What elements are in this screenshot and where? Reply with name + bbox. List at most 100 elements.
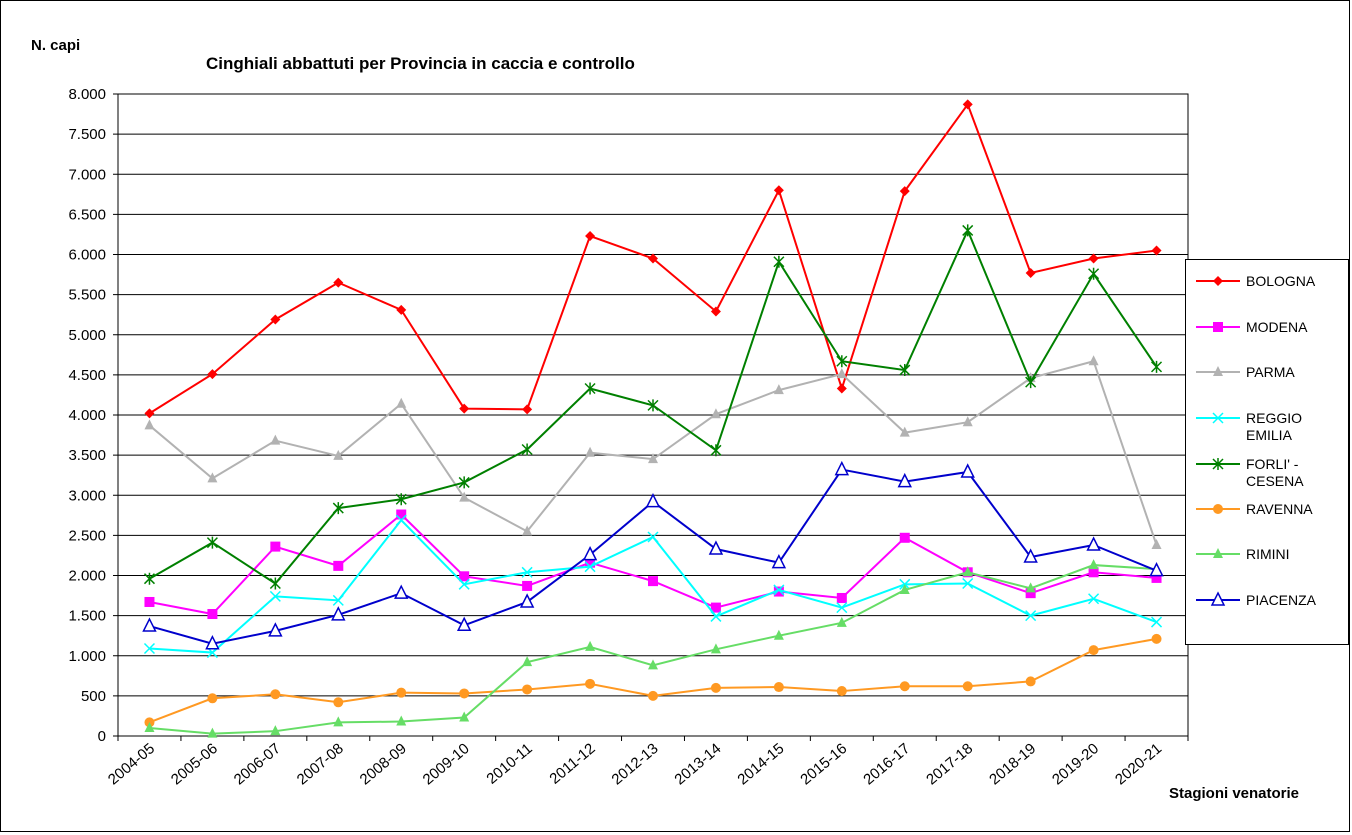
- legend-label: BOLOGNA: [1246, 273, 1316, 289]
- data-point-reggio-emilia: [710, 610, 722, 622]
- legend-item-parma: PARMA: [1186, 359, 1346, 399]
- data-point-reggio-emilia: [773, 584, 785, 596]
- data-point-modena: [1088, 567, 1099, 578]
- legend-marker: [1213, 322, 1223, 332]
- data-point-parma: [1088, 355, 1099, 366]
- data-point-bologna: [836, 383, 847, 394]
- legend-item-ravenna: RAVENNA: [1186, 496, 1346, 536]
- data-point-ravenna: [396, 687, 407, 698]
- data-point-ravenna: [710, 682, 721, 693]
- data-point-rimini: [710, 643, 721, 654]
- legend-label: MODENA: [1246, 319, 1308, 335]
- y-tick-label: 1.000: [68, 648, 106, 665]
- data-point-reggio-emilia: [1150, 616, 1163, 628]
- data-point-parma: [773, 384, 784, 395]
- data-point-modena: [207, 609, 218, 620]
- x-tick-label: 2006-07: [231, 740, 284, 788]
- data-point-forli-cesena: [773, 255, 785, 268]
- y-tick-label: 4.000: [68, 407, 106, 424]
- legend-swatch: [1196, 458, 1240, 470]
- y-tick-label: 1.500: [68, 608, 106, 625]
- legend-marker: [1213, 548, 1223, 558]
- data-point-modena: [396, 509, 407, 520]
- data-point-parma: [585, 446, 596, 457]
- data-point-reggio-emilia: [647, 531, 659, 543]
- data-point-bologna: [962, 99, 973, 110]
- data-point-rimini: [522, 656, 533, 667]
- data-point-modena: [522, 580, 533, 591]
- data-point-ravenna: [333, 697, 344, 708]
- data-point-bologna: [899, 186, 910, 197]
- data-point-piacenza: [960, 463, 975, 478]
- data-point-ravenna: [207, 693, 218, 704]
- y-tick-label: 5.500: [68, 287, 106, 304]
- data-point-forli-cesena: [395, 493, 407, 506]
- series-parma: [144, 355, 1162, 550]
- data-point-piacenza: [645, 492, 661, 508]
- data-point-rimini: [962, 566, 973, 577]
- data-point-modena: [585, 557, 596, 568]
- series-line-modena: [149, 513, 1157, 616]
- data-point-rimini: [459, 711, 470, 722]
- legend-swatch: [1196, 412, 1240, 424]
- legend-swatch: [1196, 322, 1240, 332]
- data-point-piacenza: [582, 545, 598, 561]
- data-point-forli-cesena: [647, 399, 659, 412]
- series-forli-cesena: [143, 224, 1163, 590]
- data-point-modena: [648, 576, 658, 587]
- series-line-reggio-emilia: [149, 518, 1157, 654]
- x-tick-label: 2013-14: [671, 740, 724, 788]
- x-tick-label: 2015-16: [797, 740, 850, 788]
- x-tick-label: 2020-21: [1112, 740, 1165, 788]
- data-point-rimini: [1088, 559, 1099, 570]
- data-point-reggio-emilia: [584, 561, 596, 573]
- data-point-bologna: [1151, 245, 1162, 256]
- data-point-reggio-emilia: [269, 590, 281, 602]
- legend-label: REGGIO EMILIA: [1246, 410, 1303, 443]
- legend-marker: [1213, 366, 1223, 376]
- x-tick-label: 2018-19: [986, 740, 1039, 788]
- y-tick-label: 3.000: [68, 487, 106, 504]
- series-piacenza: [142, 460, 1164, 650]
- data-point-bologna: [207, 369, 218, 380]
- data-point-ravenna: [962, 681, 973, 692]
- series-line-ravenna: [149, 637, 1157, 724]
- data-point-parma: [710, 408, 721, 419]
- data-point-rimini: [899, 583, 910, 594]
- data-point-forli-cesena: [458, 476, 470, 489]
- data-point-piacenza: [205, 635, 220, 650]
- data-point-forli-cesena: [962, 224, 974, 237]
- data-point-parma: [962, 416, 973, 427]
- data-point-bologna: [1025, 267, 1036, 278]
- data-point-modena: [270, 541, 281, 552]
- data-point-parma: [270, 434, 281, 445]
- legend-item-modena: MODENA: [1186, 314, 1346, 354]
- data-point-bologna: [585, 231, 596, 242]
- data-point-forli-cesena: [332, 502, 344, 515]
- legend-label: RAVENNA: [1246, 501, 1313, 517]
- data-point-rimini: [773, 629, 784, 640]
- data-point-ravenna: [270, 689, 281, 700]
- data-point-forli-cesena: [710, 444, 722, 457]
- data-point-rimini: [333, 716, 344, 727]
- y-tick-label: 7.500: [68, 126, 106, 143]
- data-point-parma: [899, 426, 910, 437]
- y-tick-label: 7.000: [68, 166, 106, 183]
- data-point-bologna: [396, 304, 407, 315]
- legend-item-rimini: RIMINI: [1186, 541, 1346, 581]
- data-point-modena: [710, 602, 721, 613]
- legend-label: FORLI' - CESENA: [1246, 456, 1304, 489]
- legend-swatch: [1196, 366, 1240, 376]
- data-point-parma: [207, 472, 218, 483]
- data-point-piacenza: [771, 553, 787, 569]
- series-line-parma: [148, 360, 1158, 546]
- data-point-ravenna: [1025, 676, 1036, 687]
- legend-marker: [1213, 504, 1223, 514]
- y-tick-label: 5.000: [68, 327, 106, 344]
- data-point-rimini: [836, 616, 847, 627]
- data-point-rimini: [144, 721, 155, 732]
- legend-item-bologna: BOLOGNA: [1186, 268, 1346, 308]
- data-point-forli-cesena: [521, 443, 533, 456]
- data-point-forli-cesena: [269, 577, 281, 590]
- x-tick-label: 2011-12: [546, 740, 598, 788]
